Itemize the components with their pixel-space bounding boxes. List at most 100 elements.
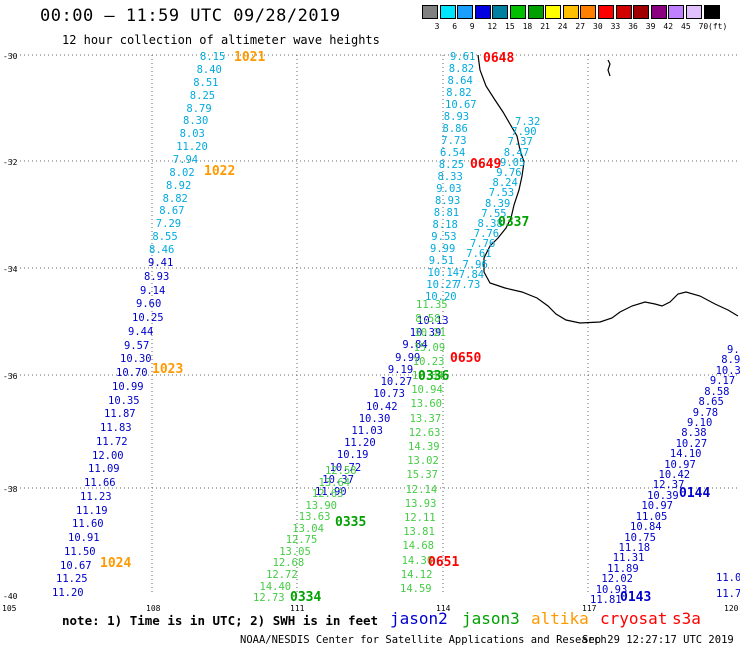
- wave-height-value: 9.84: [402, 339, 428, 352]
- wave-height-value: 10.23: [412, 355, 445, 368]
- satellite-s3a: s3a: [672, 609, 701, 628]
- legend-swatch: [703, 5, 720, 19]
- wave-height-value: 11.90: [315, 486, 347, 498]
- legend-label: 18: [522, 22, 533, 31]
- wave-height-value: 11.31: [612, 552, 645, 565]
- wave-height-value: 10.39: [647, 489, 679, 502]
- wave-height-value: 8.46: [149, 244, 175, 256]
- satellite-altika: altika: [531, 609, 589, 628]
- pass-label: 0648: [483, 51, 515, 66]
- wave-height-value: 14.30: [401, 554, 434, 567]
- legend-swatch: [457, 5, 474, 19]
- wave-height-value: 8.24: [492, 177, 518, 190]
- legend-swatch: [580, 5, 597, 19]
- wave-height-value: 12.63: [311, 488, 344, 501]
- wave-height-value: 8.81: [433, 207, 460, 219]
- lon-label: 108: [146, 604, 161, 613]
- wave-height-value: 15.37: [406, 469, 438, 482]
- island-coastline: [607, 59, 611, 77]
- wave-height-value: 12.14: [405, 483, 438, 496]
- legend-label: 21: [540, 22, 550, 31]
- wave-height-value: 10.27: [380, 376, 413, 389]
- wave-height-value: 13.04: [292, 522, 324, 535]
- wave-height-value: 8.55: [152, 231, 178, 244]
- wave-height-value: 7.73: [455, 279, 481, 291]
- wave-height-value: 14.40: [259, 580, 292, 593]
- wave-height-value: 10.94: [411, 384, 443, 397]
- footer-timestamp: Sep 29 12:27:17 UTC 2019: [582, 634, 734, 646]
- map-frame: [8, 55, 738, 595]
- wave-height-value: 11.23: [80, 490, 112, 503]
- wave-height-value: 11.66: [84, 477, 116, 489]
- wave-height-value: 13.81: [403, 526, 435, 539]
- pass-label: 0337: [498, 215, 530, 230]
- pass-label: 0650: [450, 351, 482, 366]
- wave-height-value: 12.58: [325, 465, 357, 477]
- wave-height-value: 10.67: [60, 559, 92, 572]
- wave-height-value: 9.17: [709, 375, 736, 388]
- pass-label: 1024: [100, 556, 132, 571]
- wave-height-value: 10.42: [658, 469, 691, 481]
- wave-height-value: 9.60: [136, 298, 162, 311]
- wave-height-value: 12.02: [601, 573, 633, 586]
- wave-height-value: 10.19: [336, 449, 369, 462]
- legend-swatch: [527, 5, 544, 19]
- wave-height-value: 11.35: [416, 299, 448, 311]
- wave-height-value: 13.63: [298, 511, 331, 524]
- wave-height-value: 11.60: [72, 518, 104, 531]
- map-title: 00:00 – 11:59 UTC 09/28/2019: [40, 6, 341, 26]
- wave-height-value: 10.14: [427, 267, 460, 279]
- wave-height-value: 7.94: [172, 153, 199, 166]
- wave-height-value: 8.40: [196, 63, 222, 76]
- wave-height-value: 7.73: [441, 135, 467, 147]
- lon-label: 111: [290, 604, 305, 613]
- wave-height-value: 10.30: [120, 353, 152, 366]
- wave-height-value: 7.84: [458, 268, 485, 281]
- wave-height-value: 10.73: [373, 388, 405, 401]
- wave-height-value: 9.05: [500, 156, 526, 169]
- wave-height-value: 8.90: [721, 354, 740, 367]
- map-subtitle: 12 hour collection of altimeter wave hei…: [62, 33, 380, 47]
- pass-label: 1022: [204, 164, 236, 179]
- wave-height-value: 13.37: [409, 412, 442, 425]
- wave-height-value: 8.58: [415, 313, 441, 326]
- wave-height-value: 9.99: [395, 351, 421, 364]
- wave-height-value: 7.76: [470, 238, 496, 251]
- legend-label: 39: [645, 22, 656, 31]
- wave-height-value: 11.20: [344, 437, 376, 450]
- wave-height-value: 6.54: [440, 147, 466, 159]
- wave-height-value: 11.09: [88, 463, 120, 476]
- wave-height-value: 10.27: [675, 437, 708, 450]
- wave-height-value: 12.63: [408, 426, 441, 439]
- wave-height-value: 11.81: [590, 594, 622, 606]
- wave-height-value: 7.61: [466, 248, 492, 261]
- wave-height-value: 14.68: [402, 540, 434, 553]
- wave-height-value: 7.53: [488, 187, 515, 200]
- wave-height-value: 11.87: [104, 408, 136, 421]
- legend-swatch: [439, 5, 456, 19]
- wave-height-value: 9.14: [140, 284, 166, 297]
- wave-height-value: 12.37: [652, 479, 685, 492]
- wave-height-value: 8.18: [432, 219, 458, 231]
- wave-height-value: 10.42: [366, 400, 398, 413]
- wave-height-value: 10.39: [409, 327, 442, 340]
- wave-height-value: 9.19: [387, 363, 414, 376]
- wave-height-value: 8.93: [443, 111, 470, 123]
- legend-swatch: [562, 5, 579, 19]
- satellite-jason3: jason3: [462, 609, 520, 628]
- legend-swatch: [510, 5, 526, 19]
- lat-label: -34: [3, 265, 18, 274]
- pass-label: 0334: [290, 590, 322, 605]
- wave-height-value: 11.05: [635, 510, 668, 523]
- wave-height-value: 12.68: [272, 557, 305, 570]
- australia-coastline: [477, 54, 739, 324]
- wave-height-value: 8.82: [448, 63, 475, 75]
- wave-height-value: 12.73: [253, 592, 285, 604]
- wave-height-value: 11.74: [716, 588, 740, 600]
- wave-height-value: 8.58: [704, 385, 730, 398]
- wave-height-value: 8.38: [681, 427, 707, 440]
- legend-label: 27: [575, 22, 586, 31]
- wave-height-value: 8.67: [159, 205, 185, 218]
- wave-height-value: 10.84: [630, 521, 662, 534]
